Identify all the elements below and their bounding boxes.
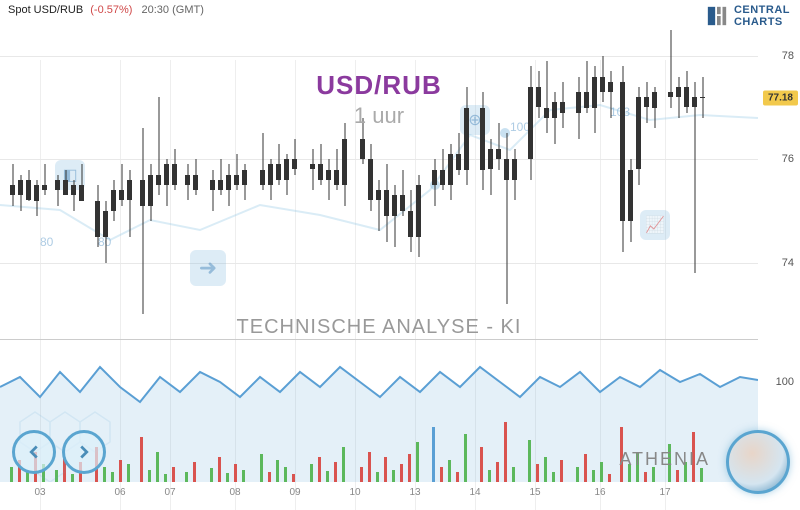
volume-bar [456,472,459,482]
logo-line1: CENTRAL [734,4,790,16]
x-tick: 08 [229,487,240,498]
volume-bar [544,457,547,482]
volume-bar [384,457,387,482]
volume-bar [644,472,647,482]
watermark-dot [500,128,510,138]
price-change: (-0.57%) [90,4,132,16]
athenia-avatar[interactable] [726,430,790,494]
volume-bar [536,464,539,482]
oscillator-tick: 100 [776,376,794,388]
volume-bar [676,470,679,482]
watermark-label: 80 [40,235,53,249]
volume-bar [652,467,655,482]
x-tick: 06 [114,487,125,498]
volume-bar [376,472,379,482]
volume-bar [292,474,295,482]
volume-bar [260,454,263,482]
volume-bar [416,442,419,482]
volume-bar [684,462,687,482]
watermark-arrow-icon: ➜ [190,250,226,286]
logo-icon [706,5,728,27]
watermark-chart-icon: 📈 [640,210,670,240]
x-tick: 13 [409,487,420,498]
main-candlestick-chart[interactable]: ◧ ➜ ⊕ 📈 8080100103 [0,30,758,340]
x-tick: 14 [469,487,480,498]
volume-bar [276,460,279,482]
volume-bar [185,472,188,482]
volume-bar [193,462,196,482]
brand-logo: CENTRAL CHARTS [706,4,790,28]
y-axis-main: 74 76 78 77.18 [758,30,800,340]
volume-bar [440,467,443,482]
volume-bar [600,462,603,482]
volume-bar [226,473,229,482]
nav-next-button[interactable] [62,430,106,474]
volume-bar [700,468,703,482]
volume-bar [218,457,221,482]
volume-bar [164,474,167,482]
volume-bar [628,464,631,482]
nav-prev-button[interactable] [12,430,56,474]
volume-bar [480,447,483,482]
volume-bar [692,432,695,482]
volume-bar [464,434,467,482]
x-tick: 03 [34,487,45,498]
volume-bar [576,467,579,482]
y-tick: 78 [782,50,794,62]
logo-line2: CHARTS [734,16,790,28]
gridline [0,159,758,160]
chart-subtitle: TECHNISCHE ANALYSE - KI [237,316,522,339]
x-tick: 07 [164,487,175,498]
volume-bar [560,460,563,482]
volume-bar [512,467,515,482]
x-tick: 09 [289,487,300,498]
volume-bar [326,471,329,482]
volume-bar [172,467,175,482]
symbol-title: USD/RUB [316,70,441,101]
volume-bar [636,452,639,482]
x-tick: 17 [659,487,670,498]
volume-bar [620,427,623,482]
x-tick: 16 [594,487,605,498]
volume-bar [668,444,671,482]
volume-bar [318,457,321,482]
volume-bar [528,440,531,482]
volume-bar [368,452,371,482]
volume-bar [268,472,271,482]
volume-bar [552,472,555,482]
volume-bar [334,462,337,482]
volume-bar [496,462,499,482]
volume-bar [432,427,435,482]
volume-bar [310,464,313,482]
volume-bar [360,467,363,482]
volume-bar [448,460,451,482]
header-bar: Spot USD/RUB (-0.57%) 20:30 (GMT) [8,4,204,16]
volume-bar [400,464,403,482]
volume-bar [342,447,345,482]
volume-bar [392,470,395,482]
volume-bar [488,470,491,482]
oscillator-chart[interactable]: 100 [0,342,758,482]
volume-bar [234,464,237,482]
chart-title: USD/RUB 1 uur [316,70,441,129]
timestamp: 20:30 (GMT) [142,4,204,16]
volume-bar [242,470,245,482]
gridline [0,263,758,264]
y-tick: 74 [782,257,794,269]
volume-bar [408,454,411,482]
volume-bar [608,474,611,482]
timeframe-title: 1 uur [316,103,441,129]
x-axis: 03 06 07 08 09 10 13 14 15 16 17 [0,482,758,500]
pair-label: Spot USD/RUB [8,4,83,16]
volume-bar [592,470,595,482]
x-tick: 15 [529,487,540,498]
x-tick: 10 [349,487,360,498]
volume-bar [504,422,507,482]
volume-bar [284,467,287,482]
gridline [0,56,758,57]
volume-bar [584,454,587,482]
volume-bar [210,468,213,482]
y-tick: 76 [782,153,794,165]
current-price-tag: 77.18 [763,91,798,106]
